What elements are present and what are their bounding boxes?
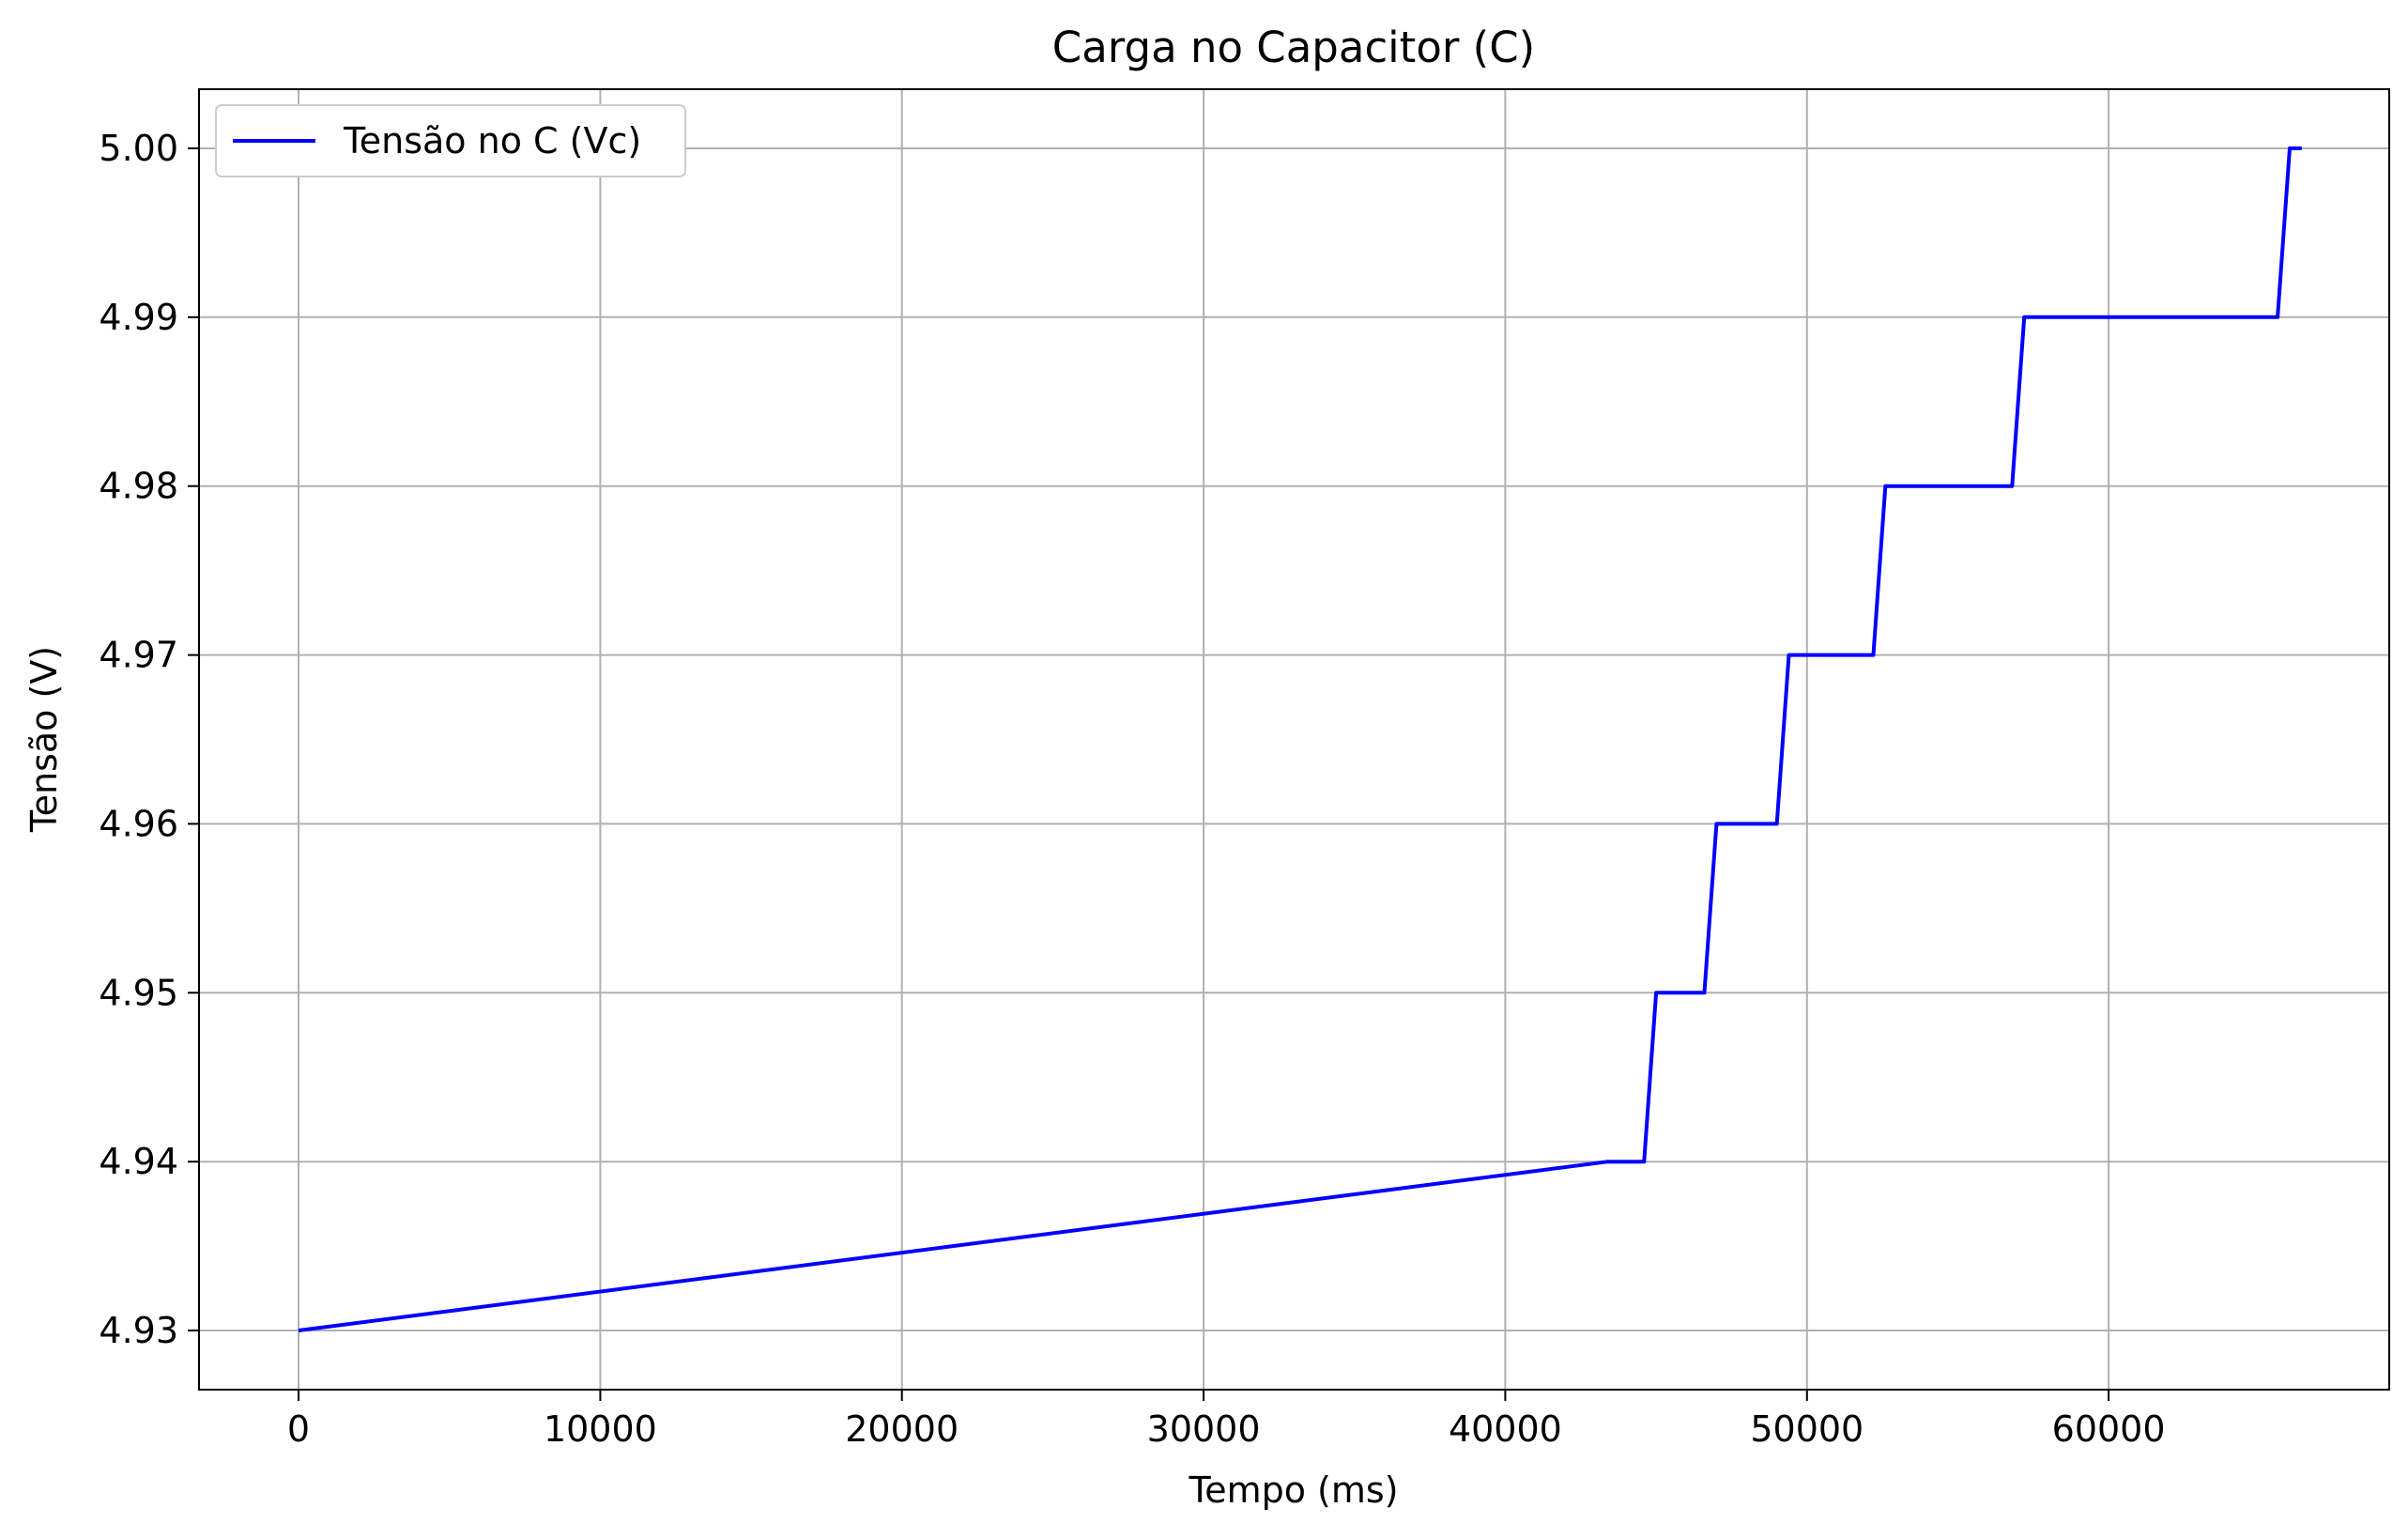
- y-tick-label: 5.00: [99, 128, 178, 169]
- y-tick-label: 4.97: [99, 635, 178, 676]
- y-tick-label: 4.99: [99, 297, 178, 338]
- x-tick-label: 50000: [1750, 1408, 1864, 1450]
- axis-ticks: 0 10000 20000 30000 40000 50000 60000 4.93 4.94 4…: [99, 128, 2165, 1450]
- x-tick-label: 10000: [544, 1408, 657, 1450]
- chart-title: Carga no Capacitor (C): [1052, 23, 1535, 72]
- y-tick-label: 4.93: [99, 1310, 178, 1351]
- series-layer: [298, 146, 2302, 1332]
- y-tick-label: 4.95: [99, 972, 178, 1013]
- y-tick-label: 4.96: [99, 803, 178, 844]
- plot-frame: [198, 88, 2390, 1391]
- x-tick-label: 0: [287, 1408, 310, 1450]
- grid: [199, 89, 2389, 1390]
- legend: Tensão no C (Vc): [215, 104, 686, 177]
- series-line: [298, 146, 2302, 1332]
- x-tick-label: 30000: [1147, 1408, 1261, 1450]
- y-axis-label: Tensão (V): [23, 646, 65, 833]
- x-tick-label: 40000: [1449, 1408, 1562, 1450]
- x-tick-label: 20000: [845, 1408, 959, 1450]
- legend-box: [215, 104, 686, 177]
- y-tick-label: 4.98: [99, 466, 178, 507]
- x-axis-label: Tempo (ms): [1188, 1469, 1398, 1511]
- y-tick-label: 4.94: [99, 1141, 178, 1182]
- legend-label: Tensão no C (Vc): [343, 120, 641, 161]
- x-tick-label: 60000: [2052, 1408, 2166, 1450]
